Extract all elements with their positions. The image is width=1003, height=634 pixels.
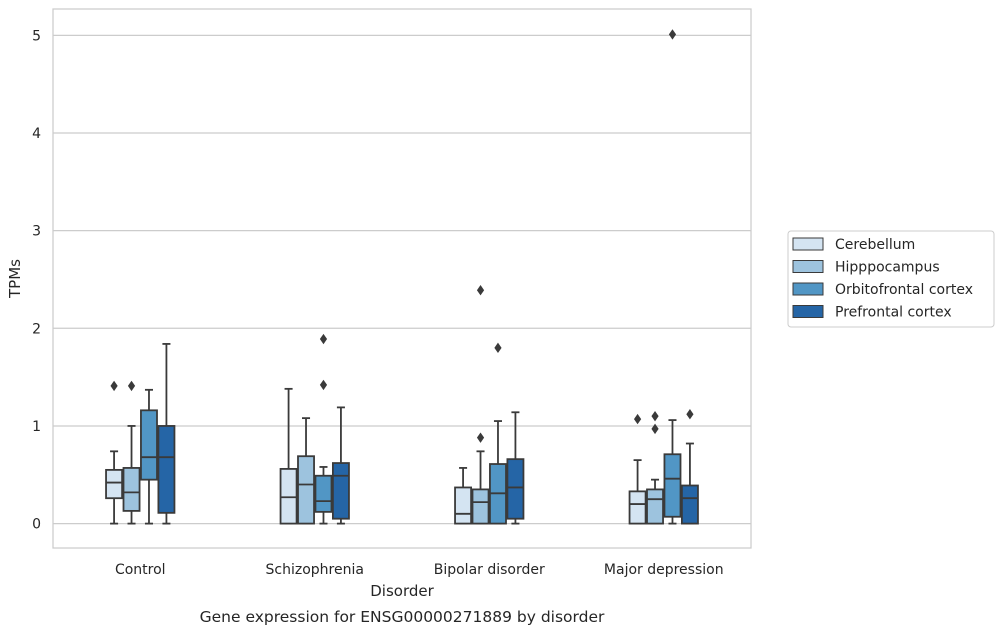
box-1-1 (297, 417, 315, 525)
outlier-marker (633, 413, 642, 425)
box-1-0 (122, 380, 141, 525)
x-tick-label: Schizophrenia (266, 562, 364, 578)
outlier-marker (494, 342, 502, 354)
outlier-marker (651, 410, 659, 422)
box-0-0 (105, 380, 124, 525)
legend-swatch (792, 282, 824, 296)
box-2-3 (663, 29, 682, 525)
y-tick-label: 2 (32, 321, 41, 337)
box-body (628, 490, 647, 525)
box-0-2 (454, 467, 473, 525)
x-tick-label: Major depression (604, 562, 724, 578)
x-tick-label: Bipolar disorder (434, 562, 545, 578)
outlier-marker (319, 333, 328, 345)
outlier-marker (127, 380, 136, 392)
box-body (471, 488, 490, 525)
box-body (314, 474, 333, 513)
box-3-0 (157, 343, 176, 525)
x-axis-label: Disorder (370, 582, 434, 600)
box-body (279, 468, 298, 525)
outlier-marker (668, 29, 677, 40)
legend-frame (787, 230, 995, 328)
outlier-marker (686, 409, 694, 420)
box-body (140, 409, 158, 481)
box-body (680, 484, 699, 525)
box-3-2 (506, 411, 525, 525)
box-3-3 (680, 409, 699, 525)
x-tick-labels: Control Schizophrenia Bipolar disorder Majo… (115, 562, 724, 578)
box-body (157, 425, 176, 514)
y-tick-label: 0 (32, 517, 41, 533)
legend-label: Prefrontal cortex (835, 305, 952, 321)
x-tick-label: Control (115, 562, 166, 578)
box-body (663, 453, 682, 518)
legend-swatch (792, 305, 824, 318)
legend-swatch (792, 260, 824, 273)
legend: Cerebellum Hipppocampus Orbitofrontal cort… (787, 230, 995, 328)
y-tick-label: 3 (32, 224, 41, 240)
outlier-marker (110, 380, 118, 392)
outlier-marker (319, 379, 328, 391)
outlier-marker (651, 423, 659, 435)
y-axis-label: TPMs (6, 259, 24, 299)
chart-caption: Gene expression for ENSG00000271889 by d… (200, 608, 605, 626)
box-body (454, 486, 473, 525)
y-tick-label: 5 (32, 28, 41, 44)
y-tick-label: 4 (32, 126, 41, 142)
box-0-3 (628, 413, 647, 525)
box-body (105, 468, 124, 500)
box-body (331, 462, 350, 520)
outlier-marker (476, 285, 485, 296)
box-1-3 (646, 410, 664, 525)
legend-label: Orbitofrontal cortex (835, 282, 973, 298)
box-3-1 (331, 406, 350, 525)
plot-frame (52, 8, 752, 549)
box-body (506, 458, 525, 520)
y-tick-label: 1 (32, 419, 41, 435)
legend-label: Hipppocampus (835, 260, 940, 276)
box-2-1 (314, 333, 333, 525)
legend-label: Cerebellum (835, 237, 915, 253)
box-body (297, 455, 315, 525)
box-body (122, 467, 141, 512)
y-tick-labels: 0 1 2 3 4 5 (32, 28, 41, 532)
outlier-marker (476, 432, 485, 443)
box-2-2 (489, 342, 507, 525)
box-plots (105, 29, 699, 525)
box-1-2 (471, 285, 490, 525)
legend-swatch (792, 237, 824, 251)
box-2-0 (140, 388, 158, 525)
box-body (646, 488, 664, 525)
box-0-1 (279, 387, 298, 525)
